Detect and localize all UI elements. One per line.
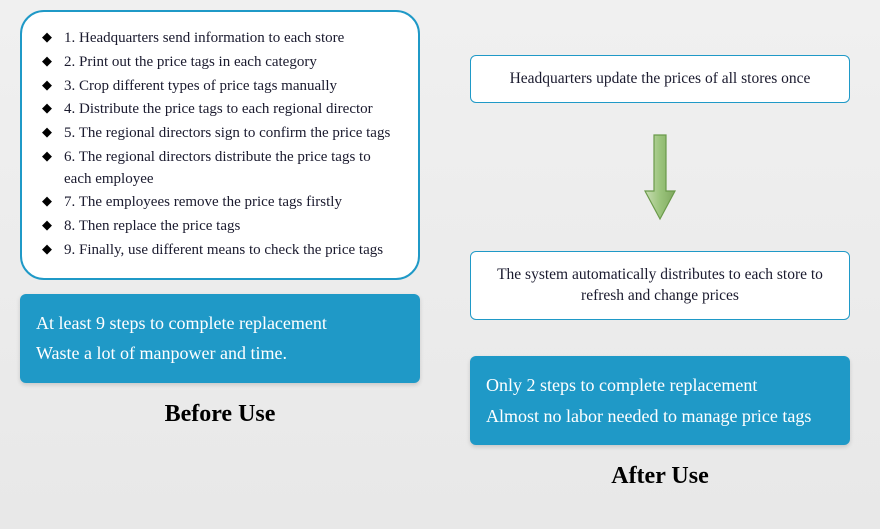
before-summary-box: At least 9 steps to complete replacement… — [20, 294, 420, 383]
list-item: 5. The regional directors sign to confir… — [42, 123, 394, 145]
before-column: 1. Headquarters send information to each… — [20, 10, 420, 428]
list-item: 9. Finally, use different means to check… — [42, 240, 394, 262]
before-title: Before Use — [20, 401, 420, 428]
after-summary-box: Only 2 steps to complete replacement Alm… — [470, 356, 850, 445]
list-item: 4. Distribute the price tags to each reg… — [42, 99, 394, 121]
list-item: 1. Headquarters send information to each… — [42, 28, 394, 50]
after-box-1: Headquarters update the prices of all st… — [470, 55, 850, 103]
list-item: 6. The regional directors distribute the… — [42, 147, 394, 191]
summary-line: Only 2 steps to complete replacement — [486, 370, 834, 401]
list-item: 2. Print out the price tags in each cate… — [42, 52, 394, 74]
down-arrow-icon — [643, 133, 677, 221]
summary-line: Waste a lot of manpower and time. — [36, 338, 404, 369]
down-arrow-wrap — [470, 133, 850, 221]
summary-line: At least 9 steps to complete replacement — [36, 308, 404, 339]
list-item: 8. Then replace the price tags — [42, 216, 394, 238]
list-item: 7. The employees remove the price tags f… — [42, 192, 394, 214]
before-steps-list: 1. Headquarters send information to each… — [42, 28, 394, 262]
after-box-2: The system automatically distributes to … — [470, 251, 850, 320]
before-steps-box: 1. Headquarters send information to each… — [20, 10, 420, 280]
list-item: 3. Crop different types of price tags ma… — [42, 76, 394, 98]
after-column: Headquarters update the prices of all st… — [470, 10, 850, 490]
after-title: After Use — [470, 463, 850, 490]
summary-line: Almost no labor needed to manage price t… — [486, 401, 834, 432]
